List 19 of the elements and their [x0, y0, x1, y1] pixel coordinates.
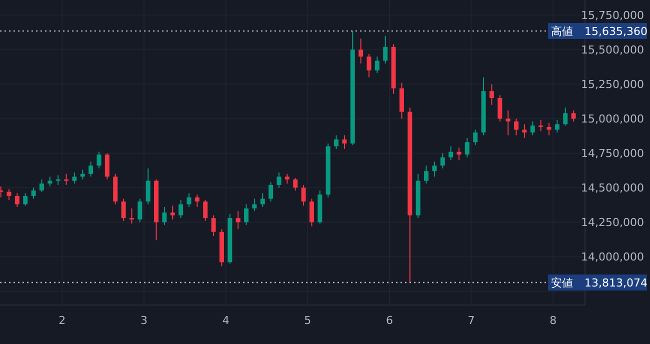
- x-tick: 4: [222, 314, 230, 327]
- x-tick: 2: [58, 314, 66, 327]
- y-tick: 15,500,000: [581, 44, 644, 57]
- y-tick: 14,750,000: [581, 147, 644, 160]
- y-tick: 15,000,000: [581, 112, 644, 126]
- ref-line-label: 高値 15,635,360: [551, 25, 648, 38]
- y-tick: 15,750,000: [581, 9, 644, 22]
- x-tick: 8: [550, 314, 557, 327]
- y-tick: 14,500,000: [581, 182, 644, 195]
- ref-label: 安値 13,813,074: [548, 274, 648, 290]
- y-tick: 14,250,000: [581, 216, 644, 230]
- x-tick: 6: [386, 314, 393, 327]
- x-tick: 3: [140, 314, 148, 327]
- ref-label: 高値 15,635,360: [548, 23, 648, 39]
- y-tick: 14,000,000: [581, 250, 644, 264]
- x-tick: 7: [468, 314, 475, 327]
- ref-line-label: 安値 13,813,074: [551, 276, 648, 290]
- x-tick: 5: [304, 314, 312, 327]
- y-tick: 15,250,000: [581, 78, 644, 92]
